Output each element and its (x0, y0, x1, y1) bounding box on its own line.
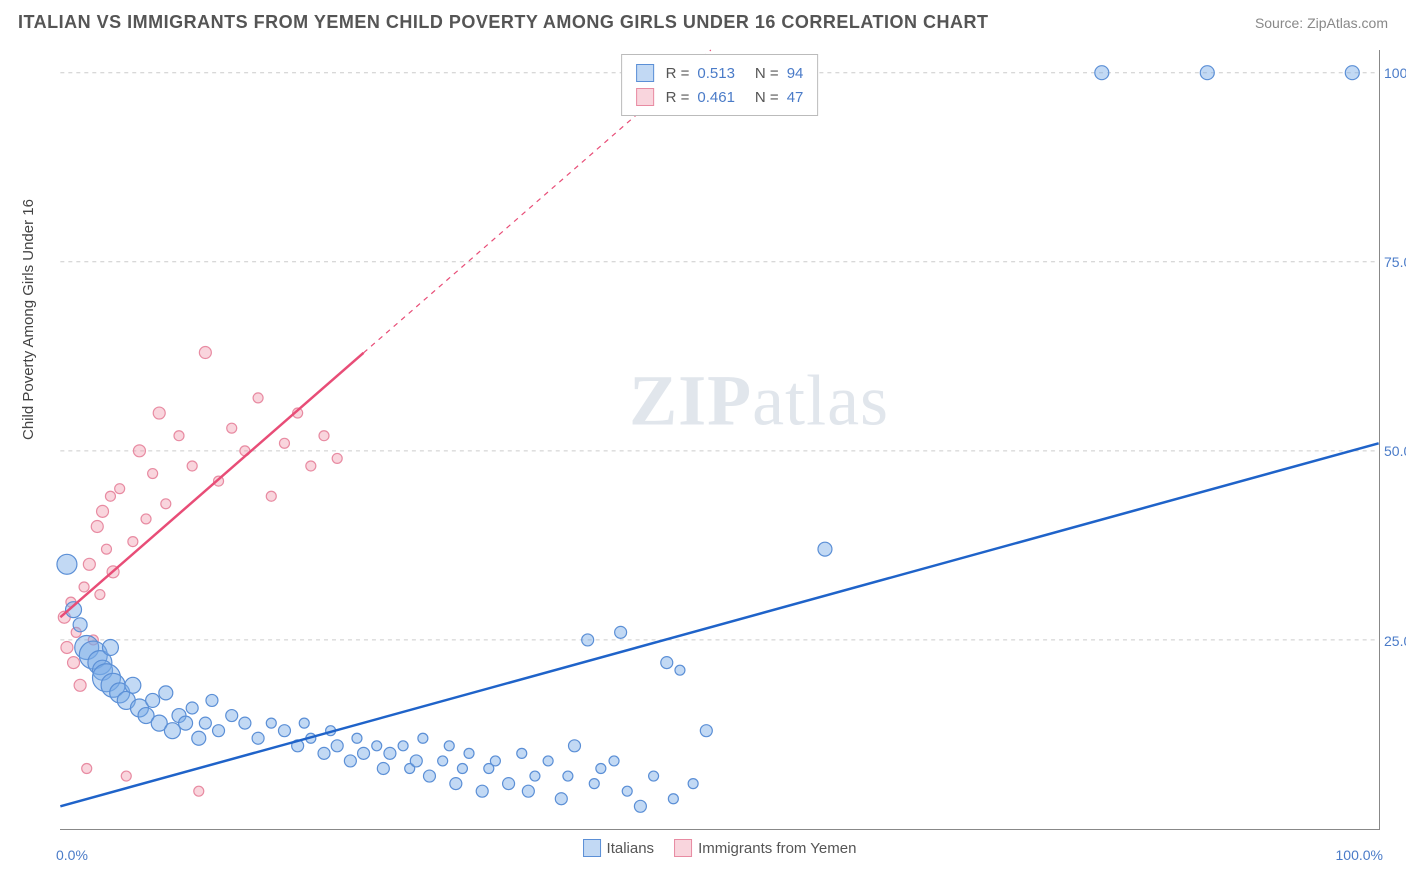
y-tick-label: 50.0% (1384, 443, 1406, 459)
swatch-b (636, 88, 654, 106)
correlation-legend: R = 0.513 N = 94 R = 0.461 N = 47 (621, 54, 819, 116)
chart-header: ITALIAN VS IMMIGRANTS FROM YEMEN CHILD P… (18, 12, 1388, 33)
source-attribution: Source: ZipAtlas.com (1255, 15, 1388, 31)
y-axis-label: Child Poverty Among Girls Under 16 (20, 199, 37, 440)
swatch-a (636, 64, 654, 82)
legend-row-b: R = 0.461 N = 47 (636, 85, 804, 109)
x-tick-min: 0.0% (56, 847, 88, 863)
series-legend: Italians Immigrants from Yemen (583, 839, 857, 857)
swatch-a-bottom (583, 839, 601, 857)
chart-title: ITALIAN VS IMMIGRANTS FROM YEMEN CHILD P… (18, 12, 989, 33)
y-tick-label: 100.0% (1384, 65, 1406, 81)
swatch-b-bottom (674, 839, 692, 857)
chart-plot-area: ZIPatlas R = 0.513 N = 94 R = 0.461 N = … (60, 50, 1380, 830)
legend-row-a: R = 0.513 N = 94 (636, 61, 804, 85)
x-tick-max: 100.0% (1336, 847, 1383, 863)
legend-item-a: Italians (583, 839, 655, 857)
legend-item-b: Immigrants from Yemen (674, 839, 856, 857)
chart-svg (60, 50, 1379, 829)
y-tick-label: 25.0% (1384, 633, 1406, 649)
y-tick-label: 75.0% (1384, 254, 1406, 270)
